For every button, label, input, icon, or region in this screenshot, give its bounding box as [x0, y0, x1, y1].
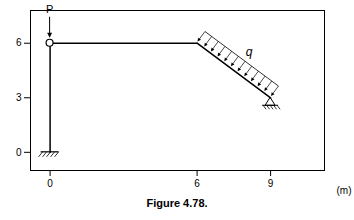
svg-text:0: 0	[47, 178, 53, 189]
svg-text:6: 6	[194, 178, 200, 189]
svg-text:(m): (m)	[337, 185, 352, 196]
svg-text:6: 6	[16, 37, 22, 48]
svg-text:P: P	[46, 3, 53, 15]
html-text:Figure 4.78.: Figure 4.78.	[146, 197, 208, 209]
svg-text:9: 9	[268, 178, 274, 189]
svg-text:0: 0	[16, 147, 22, 158]
svg-text:3: 3	[16, 92, 22, 103]
svg-text:q: q	[246, 45, 253, 59]
